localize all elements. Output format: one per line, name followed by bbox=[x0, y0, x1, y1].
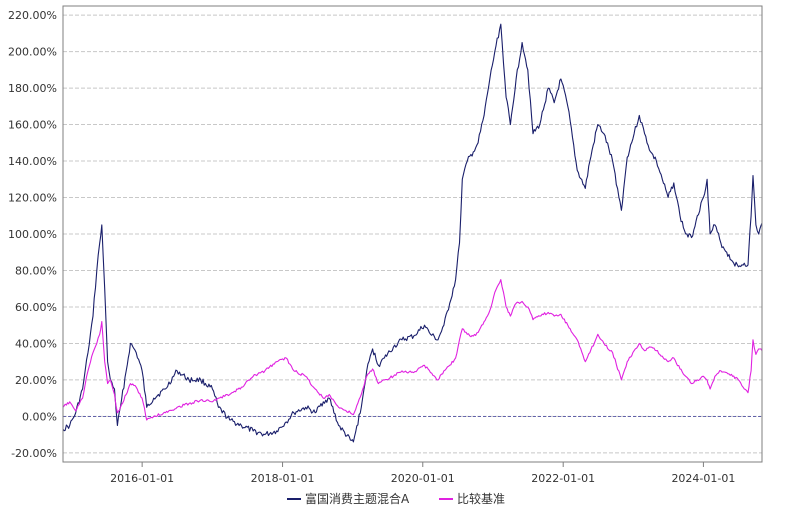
y-tick-label: -20.00% bbox=[11, 447, 57, 460]
plot-frame bbox=[62, 5, 763, 463]
y-tick-label: 20.00% bbox=[15, 374, 57, 387]
grid-lines bbox=[63, 14, 762, 454]
y-tick-label: 80.00% bbox=[15, 264, 57, 277]
x-tick-label: 2020-01-01 bbox=[391, 472, 455, 485]
legend-label-0: 富国消费主题混合A bbox=[305, 491, 410, 506]
x-axis-tick-labels: 2016-01-01 2018-01-01 2020-01-01 2022-01-01… bbox=[110, 462, 735, 485]
series-line-0 bbox=[62, 23, 763, 443]
legend: 富国消费主题混合A 比较基准 bbox=[287, 491, 505, 506]
y-tick-label: 100.00% bbox=[8, 228, 57, 241]
y-tick-label: 200.00% bbox=[8, 46, 57, 59]
x-tick-label: 2016-01-01 bbox=[110, 472, 174, 485]
y-tick-label: 180.00% bbox=[8, 82, 57, 95]
y-tick-label: 160.00% bbox=[8, 119, 57, 132]
y-tick-label: 140.00% bbox=[8, 155, 57, 168]
series-lines bbox=[62, 23, 763, 443]
y-axis-tick-labels: -20.00% 0.00% 20.00% 40.00% 60.00% 80.00% 100.… bbox=[8, 9, 57, 460]
x-tick-label: 2024-01-01 bbox=[671, 472, 735, 485]
x-tick-label: 2018-01-01 bbox=[251, 472, 315, 485]
legend-label-1: 比较基准 bbox=[457, 491, 505, 506]
y-tick-label: 40.00% bbox=[15, 337, 57, 350]
y-tick-label: 60.00% bbox=[15, 301, 57, 314]
series-line-1 bbox=[62, 279, 763, 421]
y-tick-label: 120.00% bbox=[8, 192, 57, 205]
y-tick-label: 0.00% bbox=[22, 410, 57, 423]
x-tick-label: 2022-01-01 bbox=[531, 472, 595, 485]
y-tick-label: 220.00% bbox=[8, 9, 57, 22]
